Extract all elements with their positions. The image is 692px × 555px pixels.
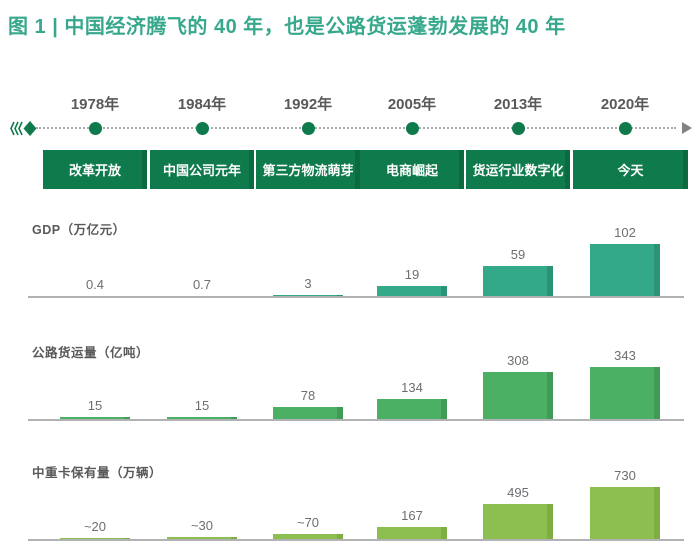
bar xyxy=(273,407,343,419)
chart-truck-ownership: 中重卡保有量（万辆） ~20 ~30 ~70 167 495 730 xyxy=(0,448,692,541)
timeline-year: 2005年 xyxy=(387,96,437,113)
bar xyxy=(167,416,237,419)
timeline-year: 1978年 xyxy=(70,96,120,113)
chart-baseline xyxy=(28,419,684,421)
bar-value-label: 15 xyxy=(87,397,103,413)
bar xyxy=(483,372,553,419)
bar-value-label: ~20 xyxy=(83,518,107,534)
timeline-start-icon xyxy=(10,121,37,136)
timeline-dot xyxy=(618,122,632,135)
chart-road-freight: 公路货运量（亿吨） 15 15 78 134 308 343 xyxy=(0,328,692,421)
bar-column: 343 xyxy=(590,349,660,419)
chart-title: GDP（万亿元） xyxy=(32,223,126,237)
bar-value-label: 134 xyxy=(401,379,423,395)
bar-value-label: 19 xyxy=(404,267,420,283)
bar-column: 19 xyxy=(377,268,447,296)
bar-value-label: 78 xyxy=(300,388,316,404)
milestone-box: 中国公司元年 xyxy=(150,150,254,189)
timeline-milestones: 改革开放 中国公司元年 第三方物流萌芽 电商崛起 货运行业数字化 今天 xyxy=(0,150,692,189)
timeline-dot xyxy=(88,122,102,135)
bar-value-label: 308 xyxy=(507,353,529,369)
timeline-dot xyxy=(511,122,525,135)
timeline-year: 1992年 xyxy=(283,96,333,113)
milestone-box: 第三方物流萌芽 xyxy=(256,150,360,189)
bar-column: ~70 xyxy=(273,516,343,539)
bar xyxy=(590,244,660,296)
chart-baseline xyxy=(28,539,684,541)
chart-baseline xyxy=(28,296,684,298)
bar xyxy=(60,537,130,539)
chart-gdp: GDP（万亿元） 0.4 0.7 3 19 59 102 xyxy=(0,205,692,298)
bar xyxy=(590,487,660,539)
figure-title: 图 1 | 中国经济腾飞的 40 年，也是公路货运蓬勃发展的 40 年 xyxy=(8,16,566,38)
bar-column: 78 xyxy=(273,389,343,419)
milestone-box: 今天 xyxy=(573,150,688,189)
bar-column: ~30 xyxy=(167,517,237,539)
timeline-dot xyxy=(195,122,209,135)
bar-column: 102 xyxy=(590,226,660,296)
bar-value-label: 343 xyxy=(614,348,636,363)
chart-title: 中重卡保有量（万辆） xyxy=(32,466,163,480)
bar-column: 495 xyxy=(483,484,553,539)
bar-value-label: 167 xyxy=(401,508,423,524)
bar-value-label: 730 xyxy=(614,468,636,483)
bar xyxy=(483,503,553,539)
milestone-box: 货运行业数字化 xyxy=(466,150,570,189)
bar-column: 308 xyxy=(483,354,553,419)
bar-value-label: 3 xyxy=(304,275,312,291)
timeline-dot xyxy=(405,122,419,135)
bar-value-label: 102 xyxy=(614,225,636,240)
bar xyxy=(167,536,237,539)
milestone-box: 电商崛起 xyxy=(360,150,464,189)
milestone-box: 改革开放 xyxy=(43,150,147,189)
bar xyxy=(377,286,447,296)
timeline-arrow-icon xyxy=(682,122,692,134)
timeline-year: 2020年 xyxy=(600,96,650,113)
bar-column: 134 xyxy=(377,379,447,419)
bar-column: 59 xyxy=(483,246,553,296)
timeline-dotted-line xyxy=(36,127,676,129)
bar-value-label: 0.7 xyxy=(192,276,212,292)
timeline-dot xyxy=(301,122,315,135)
bar-value-label: ~70 xyxy=(296,515,320,530)
bar-value-label: 15 xyxy=(194,397,210,413)
timeline-years: 1978年 1984年 1992年 2005年 2013年 2020年 xyxy=(0,93,692,113)
bar xyxy=(590,367,660,419)
bar-column: 167 xyxy=(377,509,447,539)
bar-column: 0.7 xyxy=(167,276,237,296)
bar-value-label: 495 xyxy=(507,484,529,500)
bar xyxy=(377,398,447,419)
timeline-axis xyxy=(0,119,692,139)
bar-value-label: ~30 xyxy=(190,517,214,533)
bar-value-label: 59 xyxy=(510,246,526,262)
bar-column: ~20 xyxy=(60,518,130,539)
bar-column: 0.4 xyxy=(60,276,130,296)
bar-column: 3 xyxy=(273,275,343,296)
bar-column: 15 xyxy=(167,397,237,419)
timeline-year: 2013年 xyxy=(493,96,543,113)
bar xyxy=(483,265,553,296)
bar-value-label: 0.4 xyxy=(85,276,105,292)
bar-column: 15 xyxy=(60,397,130,419)
bar xyxy=(273,534,343,539)
bar xyxy=(273,294,343,296)
bar xyxy=(377,527,447,539)
bar-column: 730 xyxy=(590,469,660,539)
chart-title: 公路货运量（亿吨） xyxy=(32,346,150,360)
timeline-year: 1984年 xyxy=(177,96,227,113)
bar xyxy=(60,416,130,419)
